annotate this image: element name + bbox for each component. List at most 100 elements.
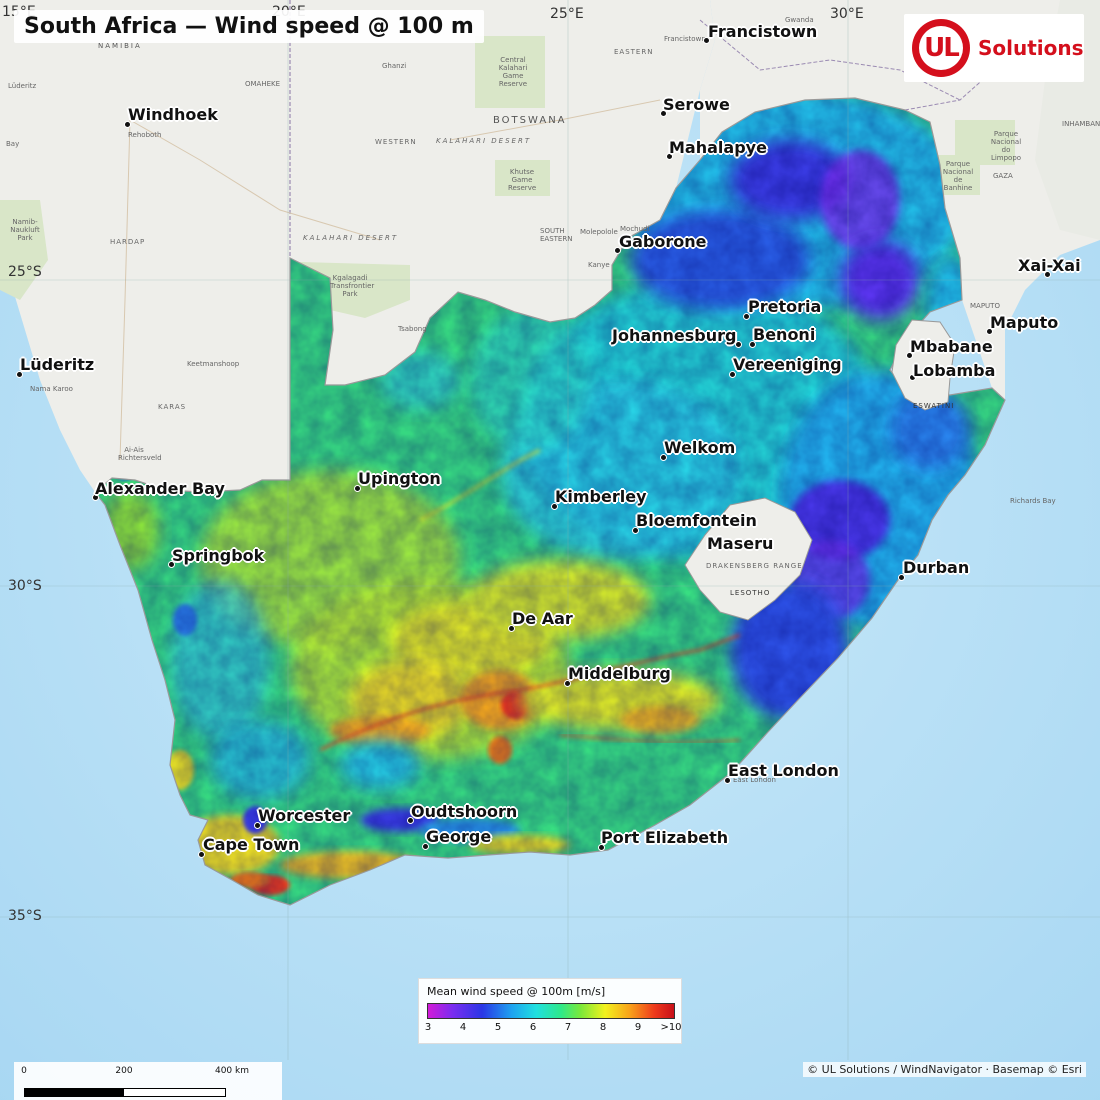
city-dot-icon <box>254 822 261 829</box>
city-dot-icon <box>198 851 205 858</box>
city-label-luderitz[interactable]: Lüderitz <box>20 355 95 374</box>
lat-label-35s: 35°S <box>8 908 42 924</box>
label-nama-karoo: Nama Karoo <box>30 385 73 393</box>
park-namib <box>0 200 48 300</box>
label-namib-naukluft: Namib-Naukluft Park <box>10 218 40 242</box>
logo-text: Solutions <box>978 36 1084 60</box>
eswatini-land <box>891 319 956 411</box>
graticule <box>0 0 1100 1060</box>
city-label-maputo[interactable]: Maputo <box>990 313 1059 332</box>
label-banhine: Parque Nacional de Banhine <box>942 160 974 192</box>
city-dot-icon <box>124 121 131 128</box>
park-central-kalahari <box>475 36 545 108</box>
city-dot-icon <box>909 374 916 381</box>
city-label-bloemfontein[interactable]: Bloemfontein <box>636 511 757 530</box>
legend-color-ramp <box>427 1003 675 1019</box>
scale-bar-fill <box>24 1088 124 1097</box>
city-dot-icon <box>632 527 639 534</box>
city-dot-icon <box>354 485 361 492</box>
label-kalahari-bw: KALAHARI DESERT <box>436 137 532 145</box>
label-mochudi: Mochudi <box>620 225 650 233</box>
city-dot-icon <box>16 371 23 378</box>
city-dot-icon <box>749 341 756 348</box>
logo-mark-text: UL <box>924 33 960 63</box>
label-hardap: HARDAP <box>110 238 146 246</box>
city-label-kimberley[interactable]: Kimberley <box>555 487 647 506</box>
legend-tick: 7 <box>564 1022 572 1033</box>
label-khutse: Khutse Game Reserve <box>508 168 537 192</box>
road-3 <box>119 119 131 461</box>
legend-tick: 8 <box>599 1022 607 1033</box>
city-label-serowe[interactable]: Serowe <box>663 95 730 114</box>
ul-logo-icon: UL <box>912 19 970 77</box>
city-dot-icon <box>735 341 742 348</box>
city-label-welkom[interactable]: Welkom <box>664 438 736 457</box>
legend-tick: 5 <box>494 1022 502 1033</box>
city-label-lobamba[interactable]: Lobamba <box>913 361 996 380</box>
label-eswatini: ESWATINI <box>913 402 955 410</box>
city-label-port-elizabeth[interactable]: Port Elizabeth <box>601 828 729 847</box>
label-ghanzi: Ghanzi <box>382 62 407 70</box>
city-dot-icon <box>598 844 605 851</box>
city-label-francistown[interactable]: Francistown <box>708 22 818 41</box>
map-title: South Africa — Wind speed @ 100 m <box>14 10 484 43</box>
scale-label-400: 400 km <box>214 1066 250 1076</box>
city-label-gaborone[interactable]: Gaborone <box>619 232 707 251</box>
label-tsabong: Tsabong <box>398 325 427 333</box>
city-label-pretoria[interactable]: Pretoria <box>748 297 822 316</box>
city-label-east-london[interactable]: East London <box>728 761 839 780</box>
scale-label-0: 0 <box>21 1066 27 1076</box>
label-richards-bay: Richards Bay <box>1010 497 1056 505</box>
label-lesotho: LESOTHO <box>730 589 771 597</box>
city-label-george[interactable]: George <box>426 827 492 846</box>
city-dot-icon <box>906 352 913 359</box>
city-label-de-aar[interactable]: De Aar <box>512 609 573 628</box>
label-central-kalahari: Central Kalahari Game Reserve <box>498 56 528 88</box>
label-south-eastern: SOUTH EASTERN <box>540 227 573 243</box>
city-label-oudtshoorn[interactable]: Oudtshoorn <box>411 802 518 821</box>
label-botswana: BOTSWANA <box>493 115 567 126</box>
city-dot-icon <box>1044 271 1051 278</box>
city-dot-icon <box>986 328 993 335</box>
scale-bar: 0 200 400 km <box>14 1062 282 1100</box>
legend-tick: >10 <box>660 1022 682 1033</box>
city-label-johannesburg[interactable]: Johannesburg <box>612 326 737 345</box>
ul-logo[interactable]: UL Solutions <box>904 14 1084 82</box>
city-label-windhoek[interactable]: Windhoek <box>128 105 218 124</box>
label-maputo-small: MAPUTO <box>970 302 1000 310</box>
city-label-vereeniging[interactable]: Vereeniging <box>733 355 842 374</box>
label-molepolole: Molepolole <box>580 228 618 236</box>
city-label-xai-xai[interactable]: Xai-Xai <box>1018 256 1081 275</box>
city-label-maseru[interactable]: Maseru <box>707 534 774 553</box>
city-label-middelburg[interactable]: Middelburg <box>568 664 671 683</box>
label-rehoboth: Rehoboth <box>128 131 162 139</box>
city-dot-icon <box>703 37 710 44</box>
city-label-mbabane[interactable]: Mbabane <box>910 337 993 356</box>
road-2 <box>449 99 661 141</box>
city-dot-icon <box>564 680 571 687</box>
label-luderitz-small: Lüderitz <box>8 82 37 90</box>
namibia-land <box>0 0 290 492</box>
city-label-benoni[interactable]: Benoni <box>753 325 816 344</box>
label-omaheke: OMAHEKE <box>245 80 281 88</box>
city-label-mahalapye[interactable]: Mahalapye <box>669 138 767 157</box>
scale-label-200: 200 <box>115 1066 133 1076</box>
attribution: © UL Solutions / WindNavigator · Basemap… <box>803 1062 1086 1077</box>
legend-title: Mean wind speed @ 100m [m/s] <box>427 985 606 998</box>
label-western: WESTERN <box>375 138 417 146</box>
city-label-alexander-bay[interactable]: Alexander Bay <box>95 479 225 498</box>
lon-label-25e: 25°E <box>550 6 584 22</box>
road-1 <box>129 119 381 241</box>
zimbabwe-mozambique-land <box>700 0 1100 400</box>
city-label-worcester[interactable]: Worcester <box>258 806 351 825</box>
label-gwanda: Gwanda <box>785 16 814 24</box>
label-keetmanshoop: Keetmanshoop <box>187 360 240 368</box>
city-label-durban[interactable]: Durban <box>903 558 970 577</box>
city-dot-icon <box>614 247 621 254</box>
city-label-cape-town[interactable]: Cape Town <box>203 835 300 854</box>
city-label-upington[interactable]: Upington <box>358 469 441 488</box>
label-karas: KARAS <box>158 403 187 411</box>
city-label-springbok[interactable]: Springbok <box>172 546 265 565</box>
